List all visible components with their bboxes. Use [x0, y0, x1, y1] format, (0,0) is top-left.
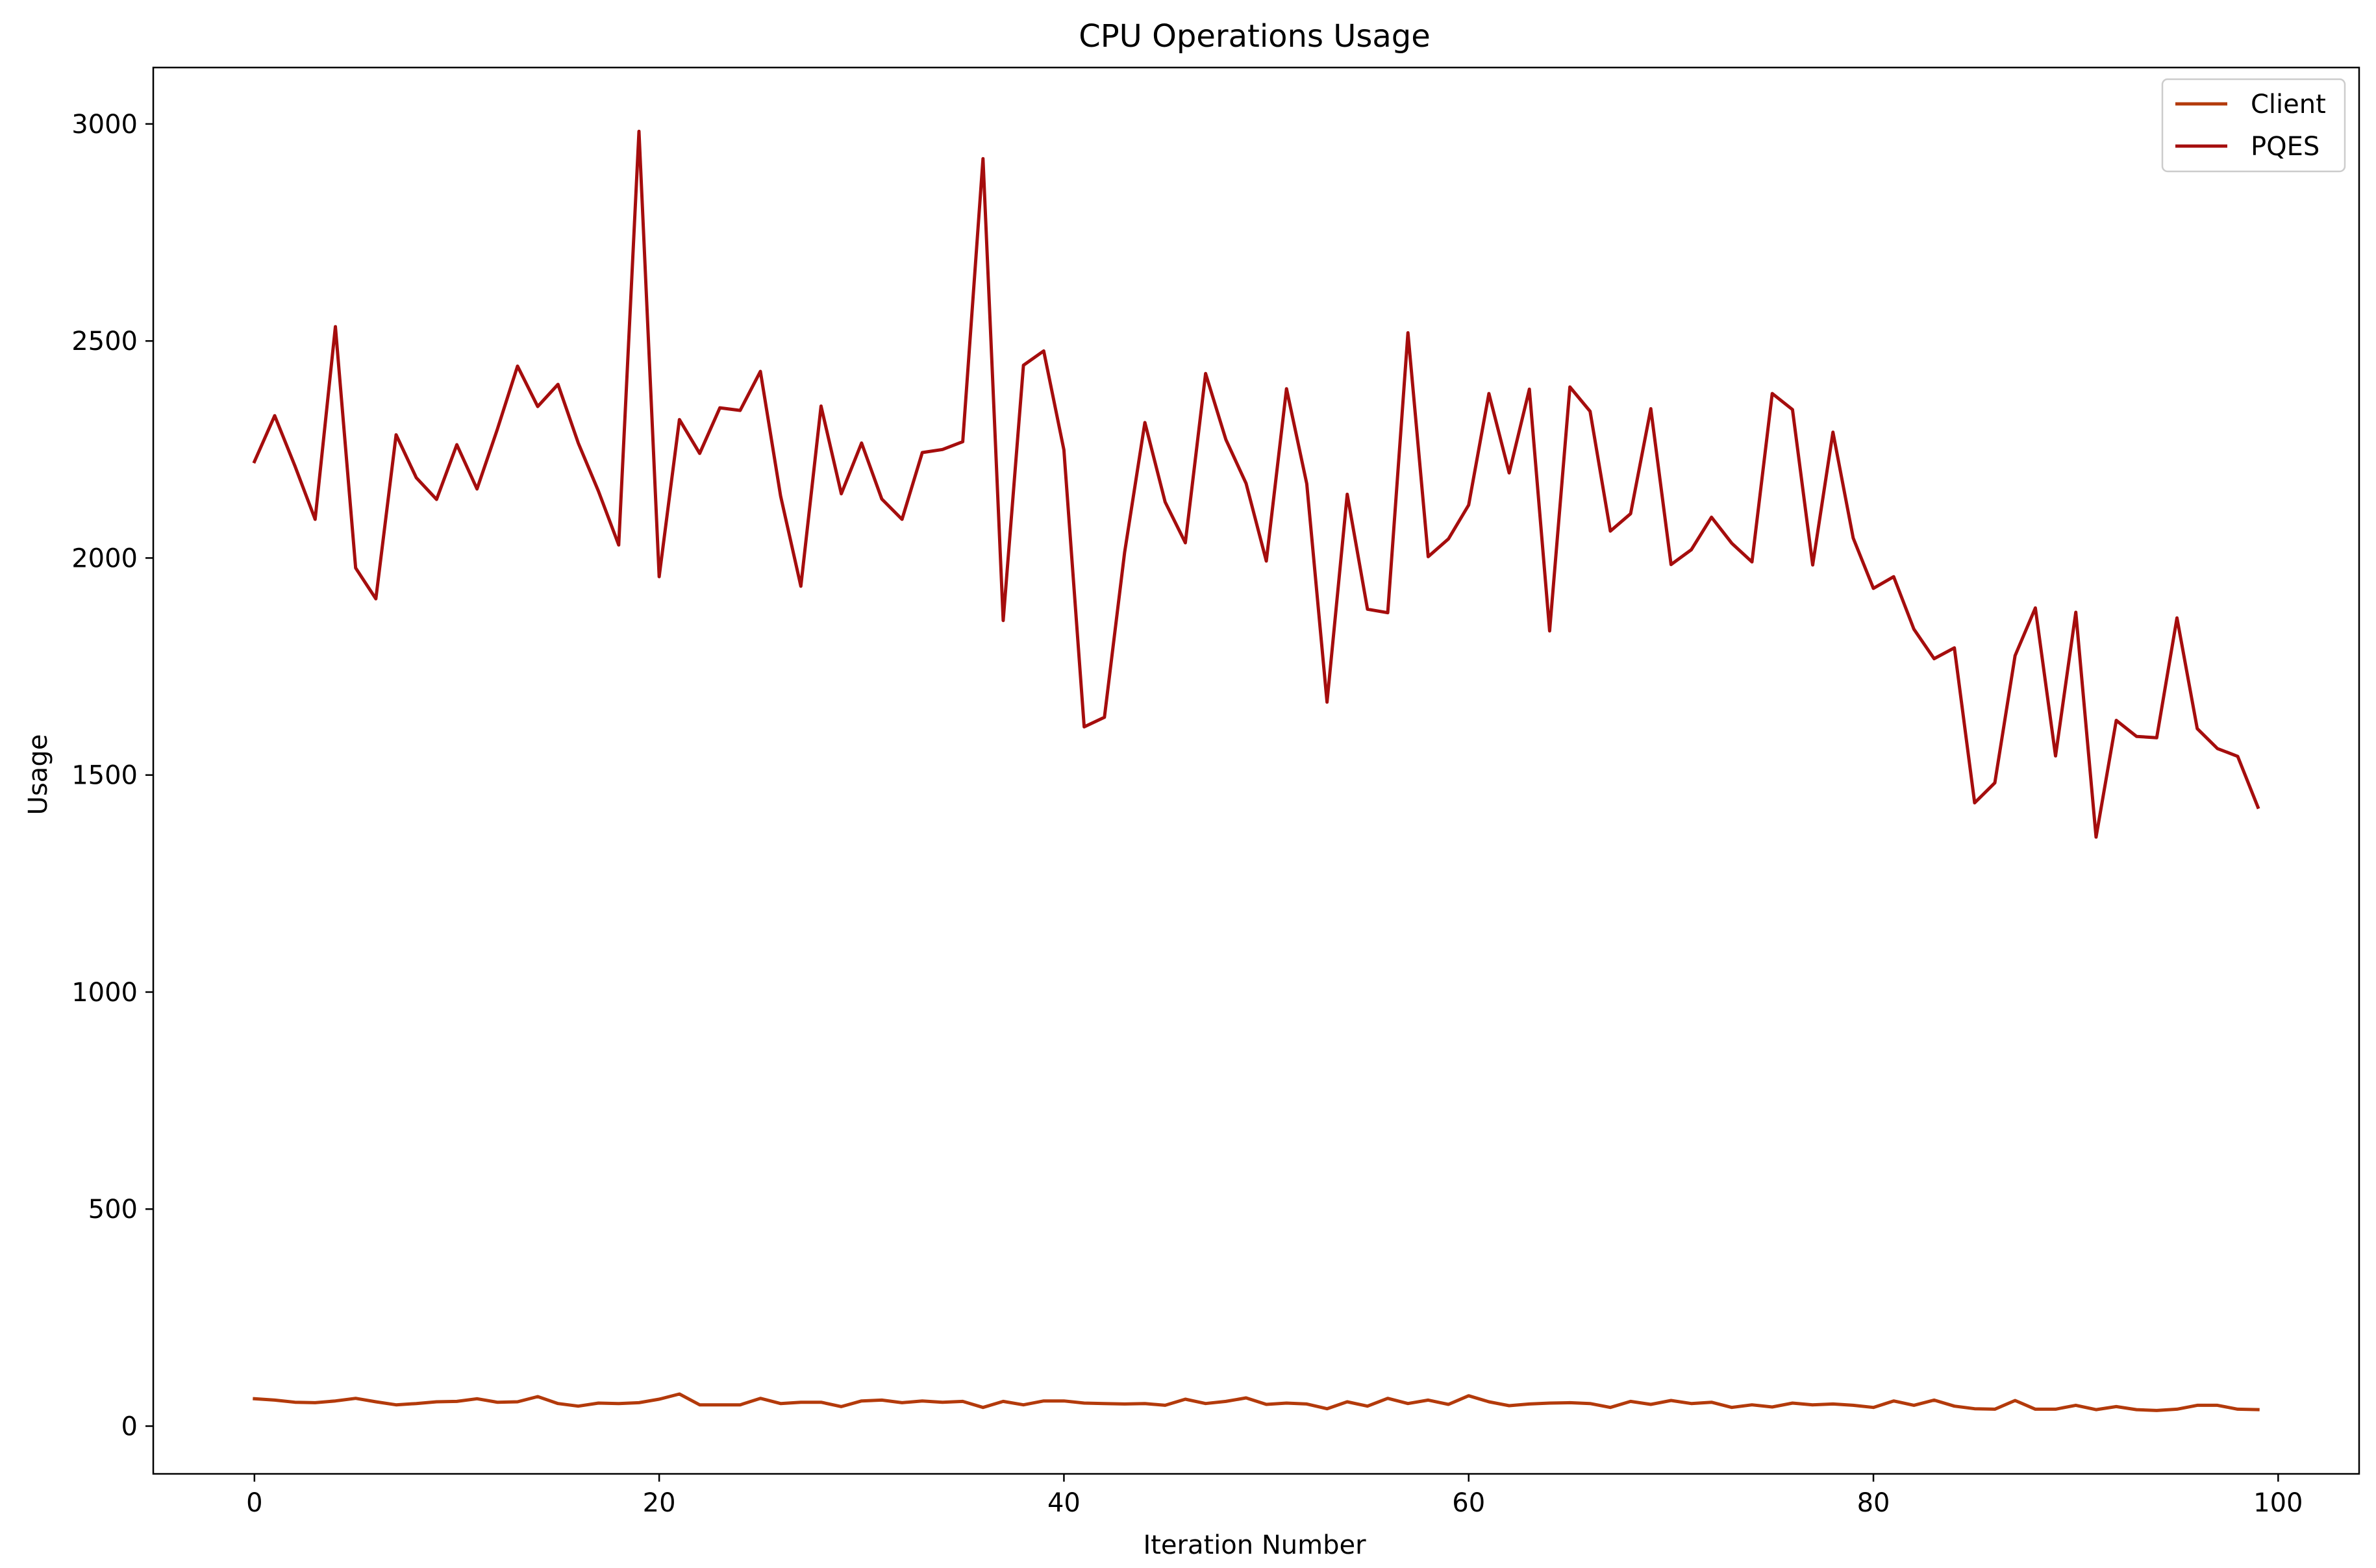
x-axis-label: Iteration Number: [1143, 1530, 1366, 1560]
plot-area: [252, 129, 2260, 1412]
x-tick-label: 80: [1857, 1488, 1890, 1518]
x-tick-label: 0: [246, 1488, 262, 1518]
series-line-client: [253, 1392, 2260, 1412]
x-tick-label: 60: [1452, 1488, 1485, 1518]
x-tick-label: 20: [643, 1488, 676, 1518]
y-tick-label: 1500: [71, 761, 138, 791]
y-tick-label: 0: [121, 1412, 138, 1441]
legend-label-client: Client: [2251, 90, 2326, 119]
y-tick-label: 1000: [71, 978, 138, 1008]
x-tick-label: 40: [1047, 1488, 1081, 1518]
y-tick-label: 2000: [71, 543, 138, 573]
legend: Client PQES: [2161, 78, 2346, 173]
chart-title: CPU Operations Usage: [1079, 18, 1431, 55]
y-axis-label: Usage: [23, 734, 53, 815]
x-tick-label: 100: [2253, 1488, 2303, 1518]
y-tick-label: 500: [88, 1195, 138, 1225]
series-line-pqes: [252, 129, 2260, 839]
legend-label-pqes: PQES: [2251, 132, 2320, 162]
axes-frame: [152, 66, 2360, 1475]
y-tick-label: 3000: [71, 110, 138, 140]
y-tick-label: 2500: [71, 327, 138, 356]
